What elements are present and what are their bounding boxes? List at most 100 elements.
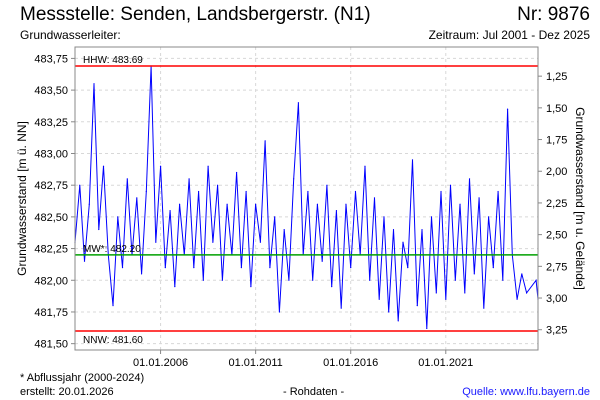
data-point — [416, 305, 418, 307]
data-point — [312, 279, 314, 281]
data-point — [421, 228, 423, 231]
data-type-label: - Rohdaten - — [283, 386, 345, 398]
data-point — [221, 279, 223, 281]
data-point — [79, 184, 81, 186]
data-point — [478, 197, 480, 199]
data-point — [169, 209, 171, 212]
data-point — [397, 320, 399, 322]
y-tick-label: 483,75 — [34, 53, 68, 65]
data-point — [202, 279, 204, 281]
data-point — [102, 165, 105, 167]
data-point — [174, 286, 176, 288]
right-y-tick-label: 2,00 — [546, 166, 567, 178]
data-point — [449, 184, 452, 186]
y-tick-label: 482,25 — [34, 244, 68, 256]
right-y-tick-label: 2,50 — [546, 230, 567, 242]
y-tick-label: 481,75 — [34, 307, 68, 319]
data-point — [459, 203, 461, 205]
data-point — [440, 190, 442, 193]
y-tick-label: 482,00 — [34, 275, 68, 287]
data-point — [117, 216, 119, 218]
data-point — [283, 228, 285, 231]
data-point — [155, 241, 157, 243]
data-point — [321, 260, 323, 262]
y-tick-label: 481,50 — [34, 339, 68, 351]
y-tick-label: 482,50 — [34, 212, 68, 224]
data-point — [93, 83, 95, 85]
right-y-tick-label: 1,50 — [546, 103, 567, 115]
data-point — [98, 228, 100, 231]
x-tick-label: 01.01.2016 — [323, 357, 378, 369]
data-point — [506, 108, 509, 110]
data-point — [502, 279, 504, 281]
data-point — [354, 190, 357, 193]
right-y-axis-label: Grundwasserstand [m u. Gelände] — [573, 107, 587, 290]
data-point — [140, 273, 143, 275]
data-point — [445, 298, 447, 300]
data-point — [497, 190, 499, 193]
data-point — [383, 216, 385, 218]
data-point — [297, 102, 300, 104]
data-point — [369, 279, 371, 281]
data-point — [207, 165, 209, 167]
data-point — [316, 203, 319, 205]
data-point — [411, 159, 414, 161]
period-label: Zeitraum: Jul 2001 - Dez 2025 — [428, 28, 590, 42]
data-point — [112, 305, 114, 307]
right-y-tick-label: 1,75 — [546, 135, 567, 147]
source-link[interactable]: Quelle: www.lfu.bayern.de — [462, 386, 590, 398]
data-point — [178, 203, 181, 205]
station-number: Nr: 9876 — [517, 4, 590, 25]
data-point — [426, 327, 428, 330]
data-point — [350, 266, 352, 269]
reference-label-hhw: HHW: 483.69 — [83, 55, 143, 66]
data-point — [217, 184, 219, 186]
data-point — [473, 273, 475, 275]
data-point — [121, 266, 124, 269]
data-point — [288, 279, 290, 281]
data-point — [136, 197, 138, 199]
data-point — [364, 165, 366, 167]
right-y-tick-label: 3,00 — [546, 293, 567, 305]
created-date: erstellt: 20.01.2026 — [20, 386, 114, 398]
y-tick-label: 482,75 — [34, 180, 68, 192]
data-point — [335, 209, 338, 212]
data-point — [236, 171, 238, 174]
data-point — [259, 241, 261, 243]
data-point — [193, 266, 195, 269]
data-point — [492, 266, 494, 269]
data-point — [278, 311, 281, 313]
data-point — [164, 266, 166, 269]
data-point — [331, 286, 333, 288]
plot-frame — [74, 46, 539, 351]
data-point — [345, 203, 347, 205]
data-point — [388, 311, 390, 313]
data-point — [240, 266, 242, 269]
data-point — [525, 292, 528, 294]
data-point — [212, 241, 214, 243]
right-y-tick-label: 3,25 — [546, 325, 567, 337]
data-point — [88, 203, 90, 205]
data-point — [468, 178, 471, 180]
data-point — [293, 178, 295, 180]
reference-label-mw: MW*: 482.20 — [83, 244, 141, 255]
x-tick-label: 01.01.2011 — [229, 357, 283, 369]
data-point — [378, 298, 380, 300]
y-tick-label: 483,00 — [34, 148, 68, 160]
data-point — [516, 298, 518, 300]
data-point — [464, 292, 466, 294]
right-y-tick-label: 2,75 — [546, 261, 567, 273]
data-point — [197, 190, 200, 193]
data-point — [535, 279, 537, 281]
data-point — [340, 307, 342, 309]
right-y-tick-label: 2,25 — [546, 198, 567, 210]
y-tick-label: 483,25 — [34, 117, 68, 129]
footnote: * Abflussjahr (2000-2024) — [20, 372, 145, 384]
data-point — [126, 178, 128, 180]
y-tick-label: 483,50 — [34, 85, 68, 97]
data-point — [407, 266, 409, 269]
data-point — [326, 184, 328, 186]
series-line — [74, 65, 539, 329]
data-point — [188, 178, 190, 180]
